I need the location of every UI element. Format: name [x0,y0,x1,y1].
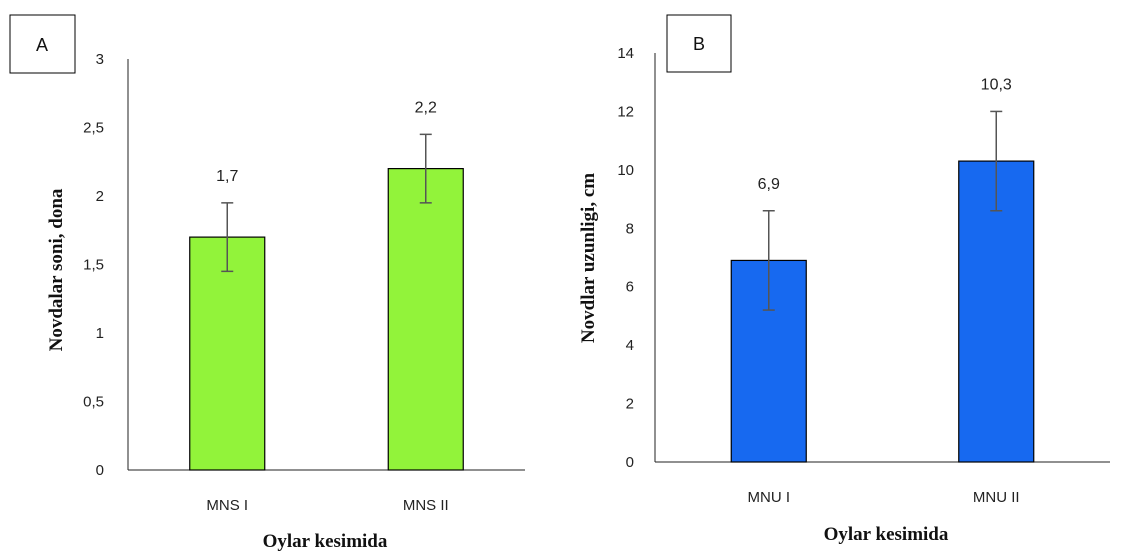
y-tick-label: 0 [96,462,104,479]
y-tick-label: 1 [96,325,104,342]
category-label: MNS I [206,497,248,514]
y-axis-title: Novdlar uzunligi, cm [578,173,599,343]
category-label: MNU II [973,489,1020,506]
chart-panel-a: A Novdalar soni, dona Oylar kesimida 0 0,… [9,14,525,551]
data-label: 10,3 [981,76,1012,93]
panel-tag: A [36,35,48,55]
bars: 6,9 MNU I 10,3 MNU II [730,76,1035,506]
panel-tag: B [693,34,705,54]
y-tick-label: 14 [617,45,634,62]
data-label: 1,7 [216,168,238,185]
y-tick-label: 2 [626,396,634,413]
x-axis-title: Oylar kesimida [263,531,388,551]
panel-tag-box [666,14,732,73]
data-label: 6,9 [758,176,780,193]
y-tick-label: 2,5 [83,120,104,137]
y-tick-label: 4 [626,337,634,354]
bars: 1,7 MNS I 2,2 MNS II [189,99,464,514]
chart-panel-b: B Novdlar uzunligi, cm Oylar kesimida 0 2… [578,14,1110,545]
y-tick-label: 6 [626,279,634,296]
category-label: MNU I [748,489,791,506]
y-tick-label: 1,5 [83,257,104,274]
x-axis-title: Oylar kesimida [824,524,949,545]
data-label: 2,2 [415,99,437,116]
y-tick-label: 8 [626,220,634,237]
y-tick-label: 0,5 [83,394,104,411]
bar [189,236,266,471]
bar [387,168,464,471]
y-tick-label: 0 [626,454,634,471]
panel-tag-box [9,14,76,74]
category-label: MNS II [403,497,449,514]
y-axis-title: Novdalar soni, dona [46,188,67,351]
y-tick-label: 12 [617,103,634,120]
y-ticks: 0 2 4 6 8 10 12 14 [617,45,1110,471]
y-tick-label: 10 [617,162,634,179]
y-tick-label: 3 [96,51,104,68]
y-tick-label: 2 [96,188,104,205]
